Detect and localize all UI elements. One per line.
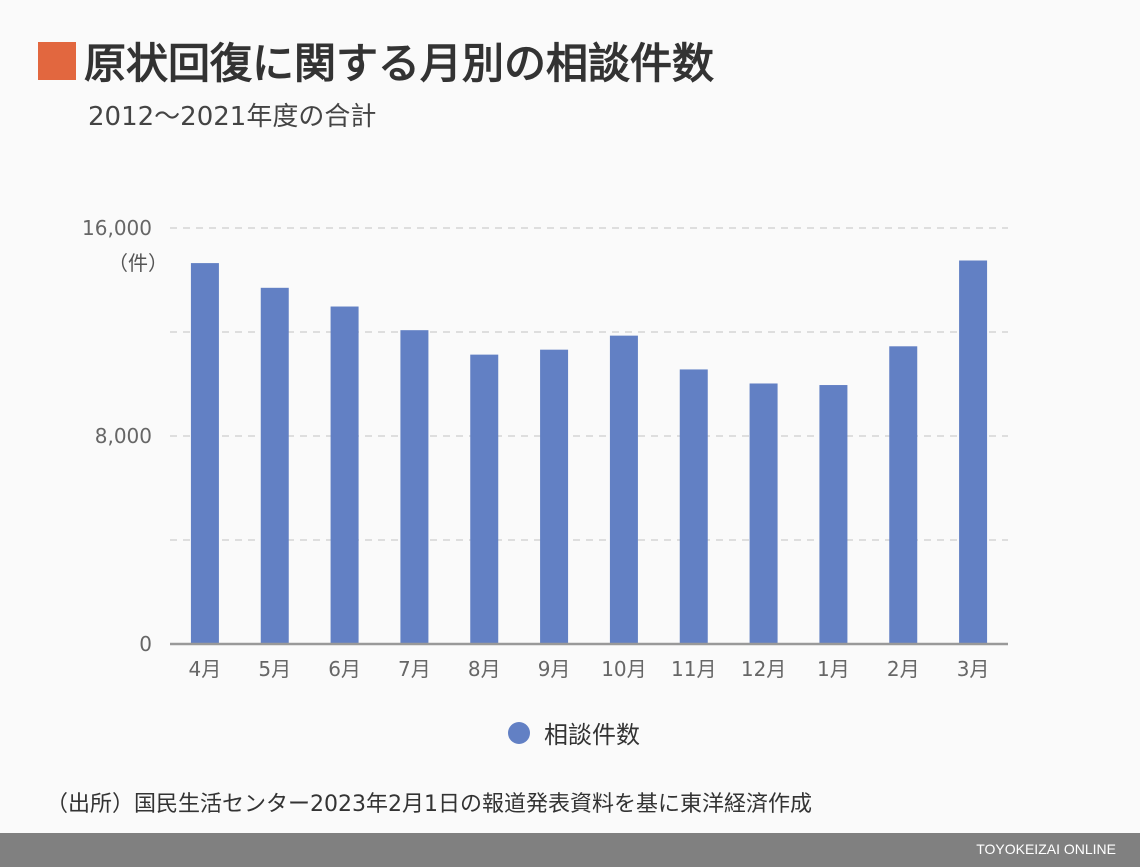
chart-title: 原状回復に関する月別の相談件数 [84, 39, 715, 88]
bar [470, 354, 499, 644]
x-tick-label: 2月 [887, 657, 920, 681]
y-unit-label: （件） [108, 251, 168, 275]
x-tick-label: 8月 [468, 657, 501, 681]
footer-bar: TOYOKEIZAI ONLINE [0, 833, 1140, 867]
source-note: （出所）国民生活センター2023年2月1日の報道発表資料を基に東洋経済作成 [46, 792, 812, 817]
legend: 相談件数 [508, 715, 640, 750]
bar [959, 260, 988, 644]
bar [679, 369, 708, 644]
bar [540, 349, 569, 644]
grid-layer [170, 227, 1008, 541]
x-tick-label: 5月 [258, 657, 291, 681]
legend-label: 相談件数 [544, 721, 640, 749]
x-tick-label: 12月 [741, 657, 786, 681]
bar [819, 385, 848, 644]
bar [260, 287, 289, 644]
x-tick-label: 7月 [398, 657, 431, 681]
bar [330, 306, 359, 644]
bar [400, 330, 429, 644]
x-tick-label: 9月 [538, 657, 571, 681]
x-tick-label: 1月 [817, 657, 850, 681]
bar [749, 383, 778, 644]
y-tick-label: 0 [139, 632, 152, 656]
bar [190, 263, 219, 644]
title-marker [38, 41, 76, 80]
x-tick-label: 6月 [328, 657, 361, 681]
x-tick-label: 10月 [601, 657, 646, 681]
bar [889, 346, 918, 644]
legend-swatch [508, 721, 530, 744]
axis-layer: 0 8,000 16,000 4月 5月 6月 7月 8月 9月 10月 11月 12月 1月 2月 3月 [82, 216, 1008, 681]
title-block: 原状回復に関する月別の相談件数 [38, 30, 714, 91]
x-tick-label: 3月 [957, 657, 990, 681]
brand-label: TOYOKEIZAI ONLINE [976, 841, 1116, 857]
x-tick-label: 11月 [671, 657, 716, 681]
y-tick-label: 16,000 [82, 216, 152, 240]
bar [609, 335, 638, 644]
y-tick-label: 8,000 [95, 424, 152, 448]
x-tick-label: 4月 [189, 657, 222, 681]
bar-layer [190, 260, 988, 644]
chart-subtitle: 2012～2021年度の合計 [88, 102, 377, 132]
